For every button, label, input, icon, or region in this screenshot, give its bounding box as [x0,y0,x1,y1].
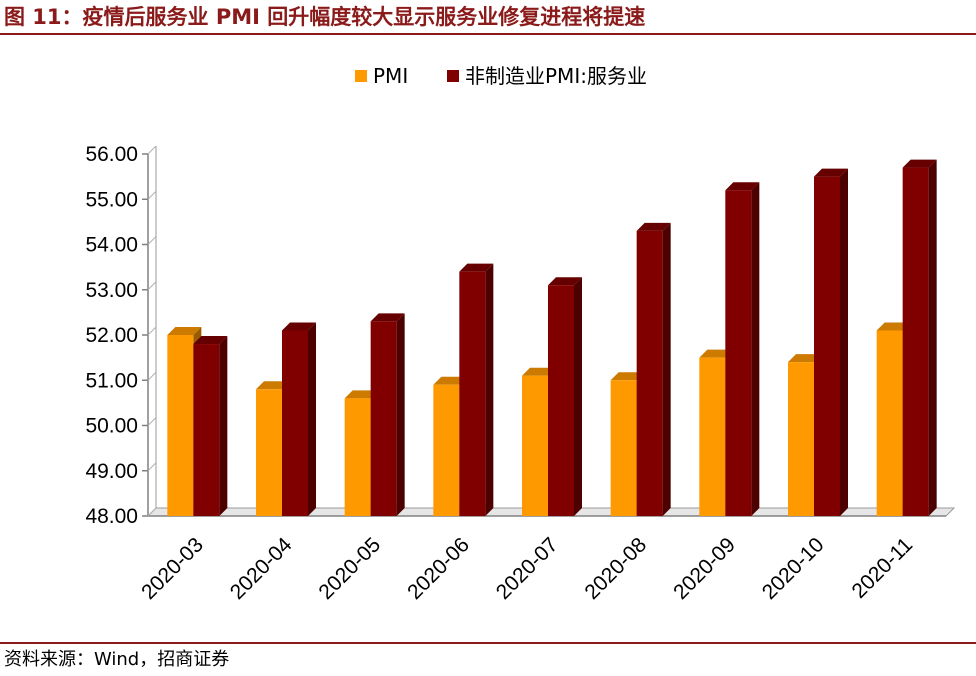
bar-top [167,327,202,335]
bar-services-2020-06 [459,263,494,516]
bar-front [548,285,574,516]
y-tick-label: 51.00 [85,369,138,392]
bar-top [814,168,848,177]
bar-services-2020-08 [636,222,671,517]
x-tick-label: 2020-06 [403,533,474,604]
chart-title: 图 11：疫情后服务业 PMI 回升幅度较大显示服务业修复进程将提速 [4,5,646,29]
bar-top [548,277,582,286]
x-tick-label: 2020-03 [137,533,208,604]
bar-front [788,362,814,516]
bar-top [193,336,228,345]
bar-side [574,277,582,516]
bar-services-2020-03 [193,336,228,516]
y-tick-label: 48.00 [85,505,138,528]
y-tick-label: 49.00 [85,460,138,483]
bar-side [662,222,671,517]
bar-front [459,271,486,516]
y-tick-depth [147,371,157,381]
bar-top [282,322,316,331]
bar-services-2020-05 [370,313,405,516]
x-tick-label: 2020-04 [226,533,297,604]
legend-label: PMI [373,64,408,88]
bar-side [840,168,848,516]
bar-front [256,389,282,516]
x-axis-labels: 2020-03 2020-04 2020-05 2020-06 2020-07 2020-… [137,533,917,604]
bar-front [344,398,371,516]
legend-swatch [355,70,367,82]
bar-services-2020-11 [902,159,937,516]
bar-front [699,357,726,516]
y-tick-label: 53.00 [85,279,138,302]
bar-side [928,159,937,516]
y-tick-label: 56.00 [85,143,138,166]
bar-services-2020-07 [548,277,582,516]
bar-services-2020-10 [814,168,848,516]
footer-divider [0,642,976,644]
x-tick-label: 2020-10 [758,533,829,604]
bar-top [344,390,379,399]
bar-front [193,344,220,516]
bar-top [902,159,937,168]
title-divider [0,33,976,35]
bar-top [699,349,734,358]
bar-services-2020-04 [282,322,316,516]
y-tick-depth [147,507,157,517]
bar-top [370,313,405,322]
bar-side [485,263,494,516]
legend: PMI 非制造业PMI:服务业 [355,64,647,88]
bars [167,159,937,517]
y-tick-label: 50.00 [85,415,138,438]
bar-front [902,167,929,516]
legend-swatch [447,70,459,82]
y-tick-label: 54.00 [85,234,138,257]
y-tick-depth [147,236,157,245]
bar-side [219,336,228,516]
y-tick-depth [147,417,157,426]
bar-front [433,384,460,516]
bar-front [282,330,308,516]
bar-top [876,322,911,331]
source-note: 资料来源：Wind，招商证券 [4,649,230,670]
bar-chart: PMI 非制造业PMI:服务业 48.00 49.00 50.00 51.00 52.00… [85,64,956,604]
bar-top [610,372,645,381]
bar-side [308,322,316,516]
x-tick-label: 2020-11 [848,533,918,603]
bar-top [256,381,290,390]
bar-top [522,367,556,376]
y-tick-label: 52.00 [85,324,138,347]
bar-top [788,354,822,363]
bar-front [370,321,397,516]
y-tick-depth [147,145,157,155]
bar-front [725,190,752,516]
bar-top [459,263,494,272]
bar-top [725,182,760,191]
y-tick-depth [147,281,157,291]
y-tick-depth [147,462,157,472]
bar-top [433,376,468,385]
y-tick-label: 55.00 [85,188,138,211]
x-tick-label: 2020-07 [492,533,563,604]
bar-side [751,182,760,516]
x-tick-label: 2020-05 [314,533,385,604]
x-tick-label: 2020-08 [580,533,651,604]
bar-front [522,375,548,516]
bar-front [167,335,194,516]
bar-front [610,380,637,516]
legend-label: 非制造业PMI:服务业 [465,64,647,88]
bar-front [636,230,663,517]
bar-services-2020-09 [725,182,760,516]
x-tick-label: 2020-09 [669,533,740,604]
bar-top [636,222,671,231]
bar-front [876,330,903,516]
y-tick-depth [147,190,157,200]
y-tick-depth [147,326,157,336]
bar-front [814,176,840,516]
bar-side [396,313,405,516]
